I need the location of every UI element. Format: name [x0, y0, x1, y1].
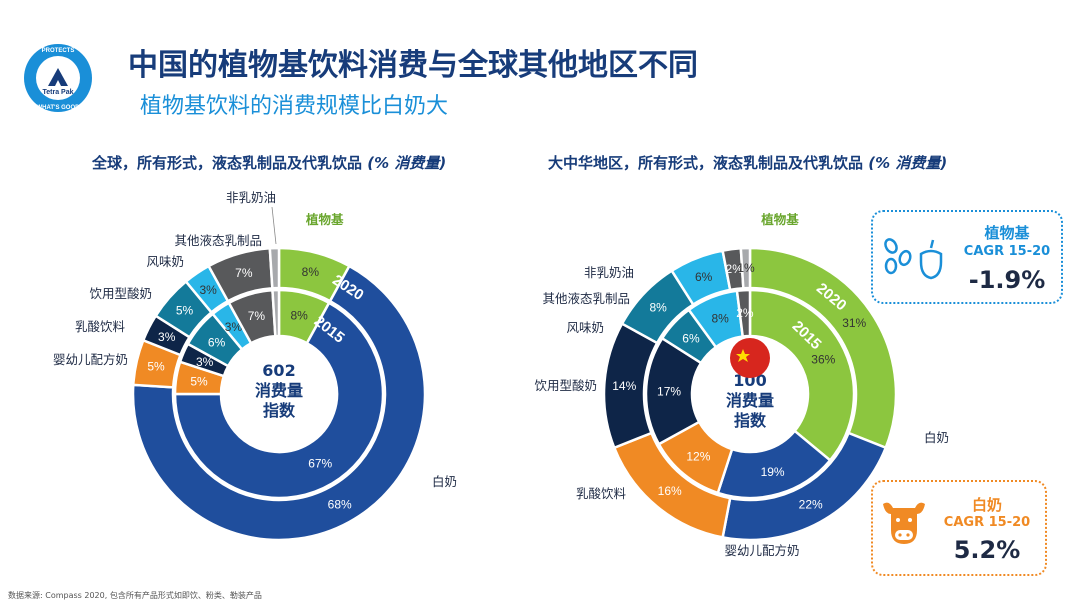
china-center-label-2: 指数: [734, 411, 767, 430]
china-inner-label-white-milk: 19%: [761, 465, 785, 479]
global-inner-label-other-liquid-dairy: 7%: [248, 309, 266, 323]
milk-cagr-callout: 白奶 CAGR 15-20 5.2%: [871, 480, 1047, 576]
global-category-label-lactic-drink: 乳酸饮料: [75, 319, 126, 334]
global-outer-label-flavored-milk: 3%: [200, 283, 218, 297]
china-outer-slice-non-dairy-creamer: [739, 246, 752, 290]
china-outer-label-other-liquid-dairy: 2%: [726, 262, 744, 276]
china-outer-label-plant-based: 31%: [842, 316, 866, 330]
global-outer-label-lactic-drink: 3%: [158, 330, 176, 344]
plant-cagr-value: -1.9%: [968, 266, 1046, 294]
global-category-label-infant-formula: 婴幼儿配方奶: [53, 352, 128, 367]
china-chart-title: 大中华地区，所有形式，液态乳制品及代乳饮品 (% 消费量): [548, 152, 947, 173]
china-outer-label-non-dairy-creamer: 1%: [737, 261, 755, 275]
global-inner-label-infant-formula: 5%: [190, 374, 208, 388]
global-center-label-2: 指数: [263, 401, 296, 420]
global-outer-slice-non-dairy-creamer: [268, 246, 281, 290]
china-chart-title-text: 大中华地区，所有形式，液态乳制品及代乳饮品: [548, 154, 869, 172]
plant-seeds-icon: [884, 238, 943, 280]
global-inner-label-flavored-milk: 3%: [225, 320, 243, 334]
china-center-label-1: 消费量: [726, 391, 774, 410]
china-category-label-plant-based: 植物基: [760, 212, 799, 227]
milk-cagr-value: 5.2%: [953, 536, 1021, 564]
global-outer-label-plant-based: 8%: [302, 265, 320, 279]
global-category-label-white-milk: 白奶: [432, 474, 457, 489]
plant-cagr-period: CAGR 15-20: [963, 244, 1051, 259]
logo-ring-top: PROTECTS: [42, 48, 75, 54]
china-outer-label-white-milk: 22%: [799, 497, 823, 511]
global-inner-slice-white-milk: [173, 301, 385, 500]
logo-ring-bottom: WHAT'S GOOD: [37, 105, 81, 111]
global-inner-label-drinking-yogurt: 6%: [208, 335, 226, 349]
global-category-label-drinking-yogurt: 饮用型酸奶: [89, 286, 152, 301]
page-title: 中国的植物基饮料消费与全球其他地区不同: [128, 48, 698, 83]
global-inner-label-plant-based: 8%: [290, 309, 308, 323]
china-outer-label-drinking-yogurt: 8%: [649, 301, 667, 315]
milk-cagr-period: CAGR 15-20: [943, 515, 1031, 530]
china-category-label-white-milk: 白奶: [924, 430, 949, 445]
china-category-label-drinking-yogurt: 饮用型酸奶: [534, 378, 597, 393]
china-flag-icon: [730, 338, 770, 378]
china-category-label-infant-formula: 婴幼儿配方奶: [724, 543, 799, 558]
global-leader-non-dairy-creamer: [271, 206, 277, 245]
global-center-label-1: 消费量: [255, 381, 303, 400]
china-outer-label-infant-formula: 16%: [658, 484, 682, 498]
china-inner-label-infant-formula: 12%: [686, 449, 710, 463]
plant-cagr-label: 植物基: [984, 224, 1030, 242]
global-outer-label-infant-formula: 5%: [147, 360, 165, 374]
china-donut-chart: 31%22%16%14%8%6%2%1%36%19%12%17%6%8% 2% 20…: [534, 212, 949, 558]
china-inner-label-plant-based: 36%: [811, 353, 835, 367]
china-inner-label-lactic-drink: 17%: [657, 384, 681, 398]
china-outer-label-lactic-drink: 14%: [612, 379, 636, 393]
source-note: 数据来源: Compass 2020, 包含所有产品形式如即饮、粉类、勒装产品: [8, 591, 262, 600]
global-chart-title-text: 全球，所有形式，液态乳制品及代乳饮品: [92, 154, 368, 172]
global-outer-slice-white-milk: [131, 264, 427, 542]
global-category-label-plant-based: 植物基: [305, 212, 344, 227]
logo-brand: Tetra Pak: [43, 89, 74, 96]
global-outer-label-white-milk: 68%: [328, 497, 352, 511]
china-outer-label-flavored-milk: 6%: [695, 270, 713, 284]
china-inner-label-flavored-milk: 8%: [712, 312, 730, 326]
china-inner-slice-plant-based: [748, 288, 856, 463]
global-outer-label-other-liquid-dairy: 7%: [235, 266, 253, 280]
china-flag-star-icon: [736, 349, 750, 362]
china-inner-label-other-liquid-dairy: 2%: [736, 306, 754, 320]
page-subtitle: 植物基饮料的消费规模比白奶大: [140, 94, 449, 119]
global-donut-chart: 8%68%5%3%5%3%7%8%67%5%3%6%3%7%2020201560…: [53, 190, 457, 542]
global-inner-slice-non-dairy-creamer: [271, 288, 281, 338]
china-category-label-non-dairy-creamer: 非乳奶油: [584, 265, 634, 280]
china-category-label-lactic-drink: 乳酸饮料: [576, 486, 627, 501]
global-outer-label-drinking-yogurt: 5%: [176, 304, 194, 318]
global-center-number: 602: [262, 361, 295, 380]
china-inner-slice-other-liquid-dairy: [735, 288, 752, 338]
china-category-label-flavored-milk: 风味奶: [566, 320, 604, 335]
global-inner-label-white-milk: 67%: [308, 457, 332, 471]
tetra-pak-logo: Tetra Pak PROTECTS WHAT'S GOOD: [24, 44, 92, 112]
global-chart-unit: (% 消费量): [367, 154, 447, 172]
global-category-label-other-liquid-dairy: 其他液态乳制品: [174, 233, 262, 248]
global-inner-label-lactic-drink: 3%: [196, 355, 214, 369]
china-inner-label-drinking-yogurt: 6%: [682, 332, 700, 346]
milk-cagr-label: 白奶: [971, 496, 1002, 514]
global-chart-title: 全球，所有形式，液态乳制品及代乳饮品 (% 消费量): [92, 152, 446, 173]
china-category-label-other-liquid-dairy: 其他液态乳制品: [542, 291, 630, 306]
cow-icon: [883, 502, 925, 544]
global-category-label-non-dairy-creamer: 非乳奶油: [226, 190, 276, 205]
global-category-label-flavored-milk: 风味奶: [146, 254, 184, 269]
china-chart-unit: (% 消费量): [868, 154, 948, 172]
plant-cagr-callout: 植物基 CAGR 15-20 -1.9%: [871, 210, 1063, 304]
